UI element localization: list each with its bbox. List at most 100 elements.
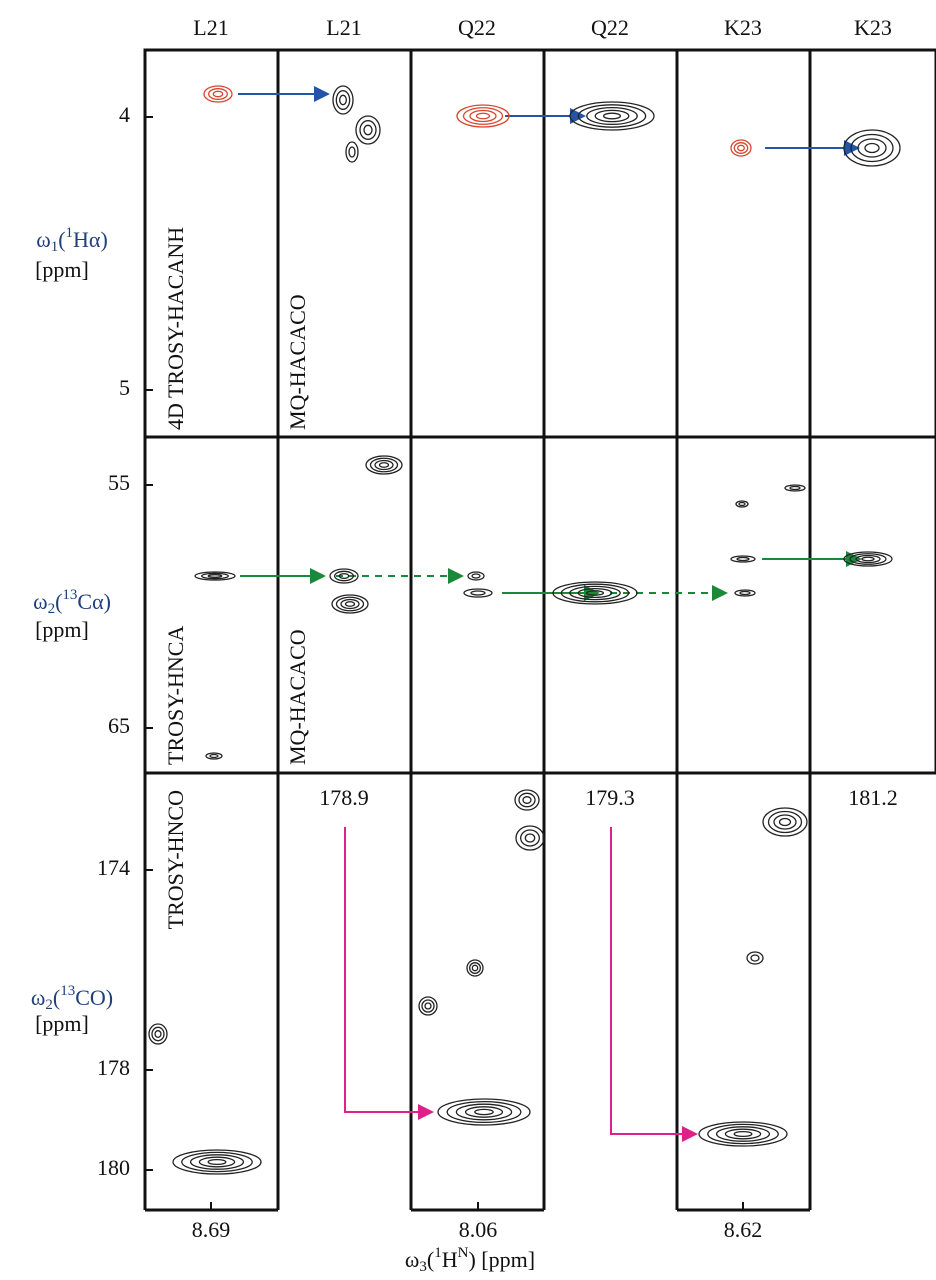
contour <box>421 999 435 1013</box>
contour <box>707 1123 779 1145</box>
contour <box>577 104 647 128</box>
y-axis-label: ω2(13Cα) <box>33 587 111 617</box>
contour <box>331 594 369 614</box>
contour <box>736 556 750 562</box>
row-frame <box>143 435 936 775</box>
y-tick-label: 65 <box>108 713 130 738</box>
strip-frames <box>143 48 936 1215</box>
contour <box>203 85 233 103</box>
contour <box>577 587 613 599</box>
contour <box>332 85 354 115</box>
label-part: 13 <box>60 983 75 999</box>
label-part: N <box>458 1245 469 1261</box>
label-part: ( <box>427 1247 434 1272</box>
y-tick-label: 174 <box>97 855 130 880</box>
x-tick-label: 8.69 <box>192 1217 231 1242</box>
y-tick-label: 5 <box>119 375 130 400</box>
contour <box>378 462 390 468</box>
contour <box>154 1030 162 1038</box>
contours <box>148 85 901 1175</box>
contour <box>594 109 630 123</box>
x-axis-label: ω3(1HN) [ppm] <box>405 1245 535 1275</box>
label-part: 13 <box>62 587 77 603</box>
y-tick-label: 55 <box>108 470 130 495</box>
contour <box>470 590 486 596</box>
label-part: ) [ppm] <box>468 1247 535 1272</box>
column-header: Q22 <box>591 15 629 40</box>
contour <box>365 455 403 475</box>
contour <box>518 792 536 808</box>
contour <box>552 581 638 605</box>
contour <box>355 115 381 145</box>
blank <box>812 775 936 1215</box>
contour <box>569 585 621 601</box>
label-part: ω <box>405 1247 419 1272</box>
contour <box>207 1158 227 1166</box>
column-header: Q22 <box>458 15 496 40</box>
column-header: L21 <box>193 15 228 40</box>
contour <box>602 112 622 120</box>
label-part: ) <box>100 227 107 252</box>
contour <box>344 601 356 607</box>
contour <box>474 1108 494 1116</box>
contour <box>469 109 497 123</box>
contour <box>861 556 875 562</box>
contour <box>715 1126 771 1142</box>
contour <box>345 141 359 163</box>
contour <box>181 1151 253 1173</box>
contour <box>455 1103 513 1121</box>
x-tick-label: 8.06 <box>459 1217 498 1242</box>
arrow <box>610 827 698 1142</box>
co-shift-label: 179.3 <box>585 785 635 810</box>
contour <box>514 789 540 811</box>
contour <box>524 833 536 843</box>
contour <box>374 459 394 471</box>
contour <box>569 101 655 131</box>
contour <box>212 90 224 98</box>
contour <box>369 457 399 473</box>
contour <box>778 817 792 827</box>
contour <box>857 138 887 158</box>
contour <box>739 590 751 596</box>
label-part: 1 <box>434 1245 442 1261</box>
contour <box>750 954 760 962</box>
connectivity-arrows <box>238 86 862 1142</box>
contour <box>475 112 491 120</box>
contour <box>466 959 484 977</box>
column-header: K23 <box>854 15 892 40</box>
contour <box>334 570 354 582</box>
column-header: L21 <box>326 15 361 40</box>
contour <box>424 1002 432 1010</box>
label-part: ω <box>36 227 50 252</box>
column-header: K23 <box>724 15 762 40</box>
contour <box>767 810 803 834</box>
contour <box>359 120 377 140</box>
contour <box>724 1128 762 1140</box>
label-part: 3 <box>419 1259 427 1275</box>
label-part: ω <box>33 589 47 614</box>
contour <box>733 1130 753 1138</box>
contour <box>471 573 481 579</box>
contour <box>205 752 223 760</box>
contour <box>201 572 229 580</box>
contour <box>560 583 630 603</box>
contour <box>338 573 350 579</box>
y-axis-label: ω1(1Hα) <box>36 225 108 255</box>
contour <box>730 139 752 157</box>
contour <box>737 144 745 152</box>
contour <box>464 1106 504 1118</box>
label-part: ( <box>58 227 65 252</box>
contour <box>734 589 756 597</box>
contour <box>363 124 373 136</box>
label-part: H <box>442 1247 458 1272</box>
contour <box>733 142 749 154</box>
contour <box>456 104 510 128</box>
contour <box>348 146 356 158</box>
strip-label: MQ-HACACO <box>285 629 310 765</box>
label-part: ( <box>55 589 62 614</box>
strip-label: 4D TROSY-HACANH <box>163 227 188 430</box>
contour <box>850 133 894 163</box>
y-axis-unit: [ppm] <box>35 257 89 282</box>
label-part: ( <box>53 985 60 1010</box>
contour <box>522 796 532 804</box>
